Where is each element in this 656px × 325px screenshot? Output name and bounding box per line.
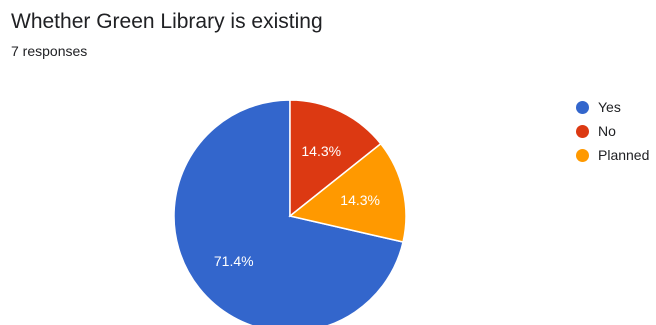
pie-slice-planned <box>288 142 407 243</box>
slice-label-no: 14.3% <box>301 143 341 159</box>
chart-title: Whether Green Library is existing <box>11 10 323 33</box>
legend-item-yes: Yes <box>576 98 649 116</box>
response-count: 7 responses <box>11 43 88 59</box>
legend-label: Yes <box>598 99 621 115</box>
legend-swatch <box>576 148 589 162</box>
legend-label: No <box>598 123 616 139</box>
legend-swatch <box>576 124 589 138</box>
slice-label-yes: 71.4% <box>214 253 254 269</box>
legend-item-planned: Planned <box>576 146 649 164</box>
legend-item-no: No <box>576 122 649 140</box>
slice-label-planned: 14.3% <box>340 192 380 208</box>
pie-slice-no <box>289 99 382 218</box>
legend-swatch <box>576 100 589 114</box>
legend-label: Planned <box>598 147 650 163</box>
pie-slice-yes <box>173 99 404 325</box>
chart-legend: Yes No Planned <box>576 98 649 170</box>
